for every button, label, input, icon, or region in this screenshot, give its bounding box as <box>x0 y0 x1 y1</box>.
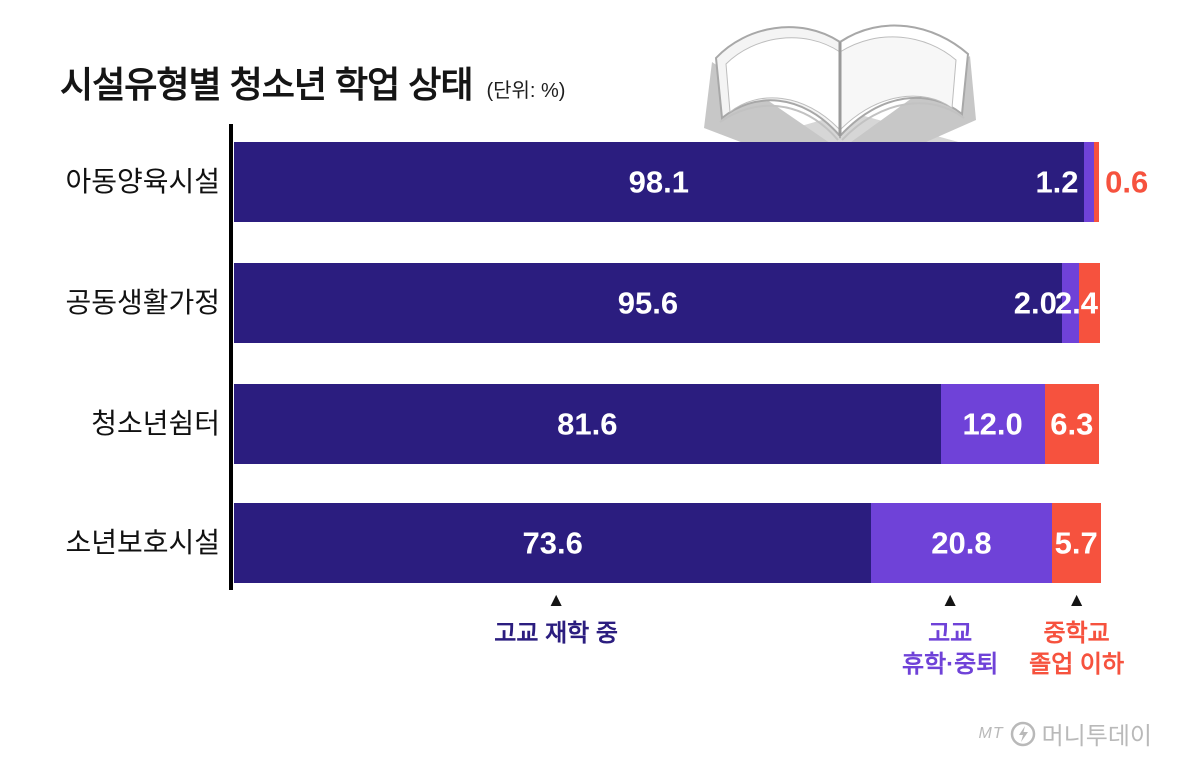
legend-annotation: ▲ 중학교 졸업 이하 <box>1029 591 1124 680</box>
open-book-icon <box>704 24 980 212</box>
category-label: 아동양육시설 <box>65 166 220 197</box>
triangle-marker-icon: ▲ <box>546 590 566 611</box>
value-label: 2.4 <box>1054 285 1098 321</box>
bar-segment <box>1044 384 1100 464</box>
bar-segment <box>1083 142 1094 222</box>
bar-segment <box>1093 142 1100 222</box>
bar-segment <box>1061 263 1080 343</box>
bar-segment <box>940 384 1045 464</box>
category-label: 공동생활가정 <box>65 287 220 318</box>
value-label: 95.6 <box>617 285 679 321</box>
value-label: 0.6 <box>1105 164 1149 200</box>
value-label: 2.0 <box>1013 285 1057 321</box>
bar-segment <box>1079 263 1100 343</box>
y-axis-line <box>229 124 233 590</box>
chart-unit-label: (단위: %) <box>486 80 566 102</box>
bar-segment <box>234 263 1062 343</box>
legend-label: 고교 재학 중 <box>494 620 619 647</box>
bar-row: 81.6 12.0 6.3 <box>234 384 1100 464</box>
brand-circle-icon <box>1010 721 1035 746</box>
chart-header: 시설유형별 청소년 학업 상태 (단위: %) <box>60 56 565 108</box>
value-label: 12.0 <box>962 406 1023 442</box>
value-label: 6.3 <box>1050 406 1094 442</box>
value-label: 1.2 <box>1035 164 1079 200</box>
category-label: 청소년쉼터 <box>91 408 220 439</box>
legend-annotation: ▲ 고교 휴학·중퇴 <box>902 591 998 680</box>
bar-segment <box>871 503 1052 583</box>
brand-mark: MT <box>978 724 1004 742</box>
brand-logo: MT 머니투데이 <box>978 716 1152 751</box>
value-label: 98.1 <box>628 164 689 200</box>
value-label: 73.6 <box>522 525 583 561</box>
bar-segment <box>234 503 872 583</box>
triangle-marker-icon: ▲ <box>940 590 960 611</box>
value-label: 5.7 <box>1054 525 1098 561</box>
chart-title: 시설유형별 청소년 학업 상태 <box>60 64 473 105</box>
bar-row: 95.6 2.0 2.4 <box>234 263 1100 343</box>
brand-name: 머니투데이 <box>1041 723 1152 750</box>
bar-segment <box>234 384 941 464</box>
bar-row: 98.1 1.2 0.6 <box>234 142 1148 222</box>
bar-row: 73.6 20.8 5.7 <box>234 503 1101 583</box>
triangle-marker-icon: ▲ <box>1067 590 1087 611</box>
bar-segment <box>1051 503 1101 583</box>
value-label: 81.6 <box>557 406 618 442</box>
legend-label: 고교 휴학·중퇴 <box>902 620 999 679</box>
legend-label: 중학교 졸업 이하 <box>1029 620 1125 679</box>
legend-annotation: ▲ 고교 재학 중 <box>494 591 618 649</box>
category-label: 소년보호시설 <box>65 527 220 558</box>
value-label: 20.8 <box>931 525 992 561</box>
bar-segment <box>234 142 1084 222</box>
